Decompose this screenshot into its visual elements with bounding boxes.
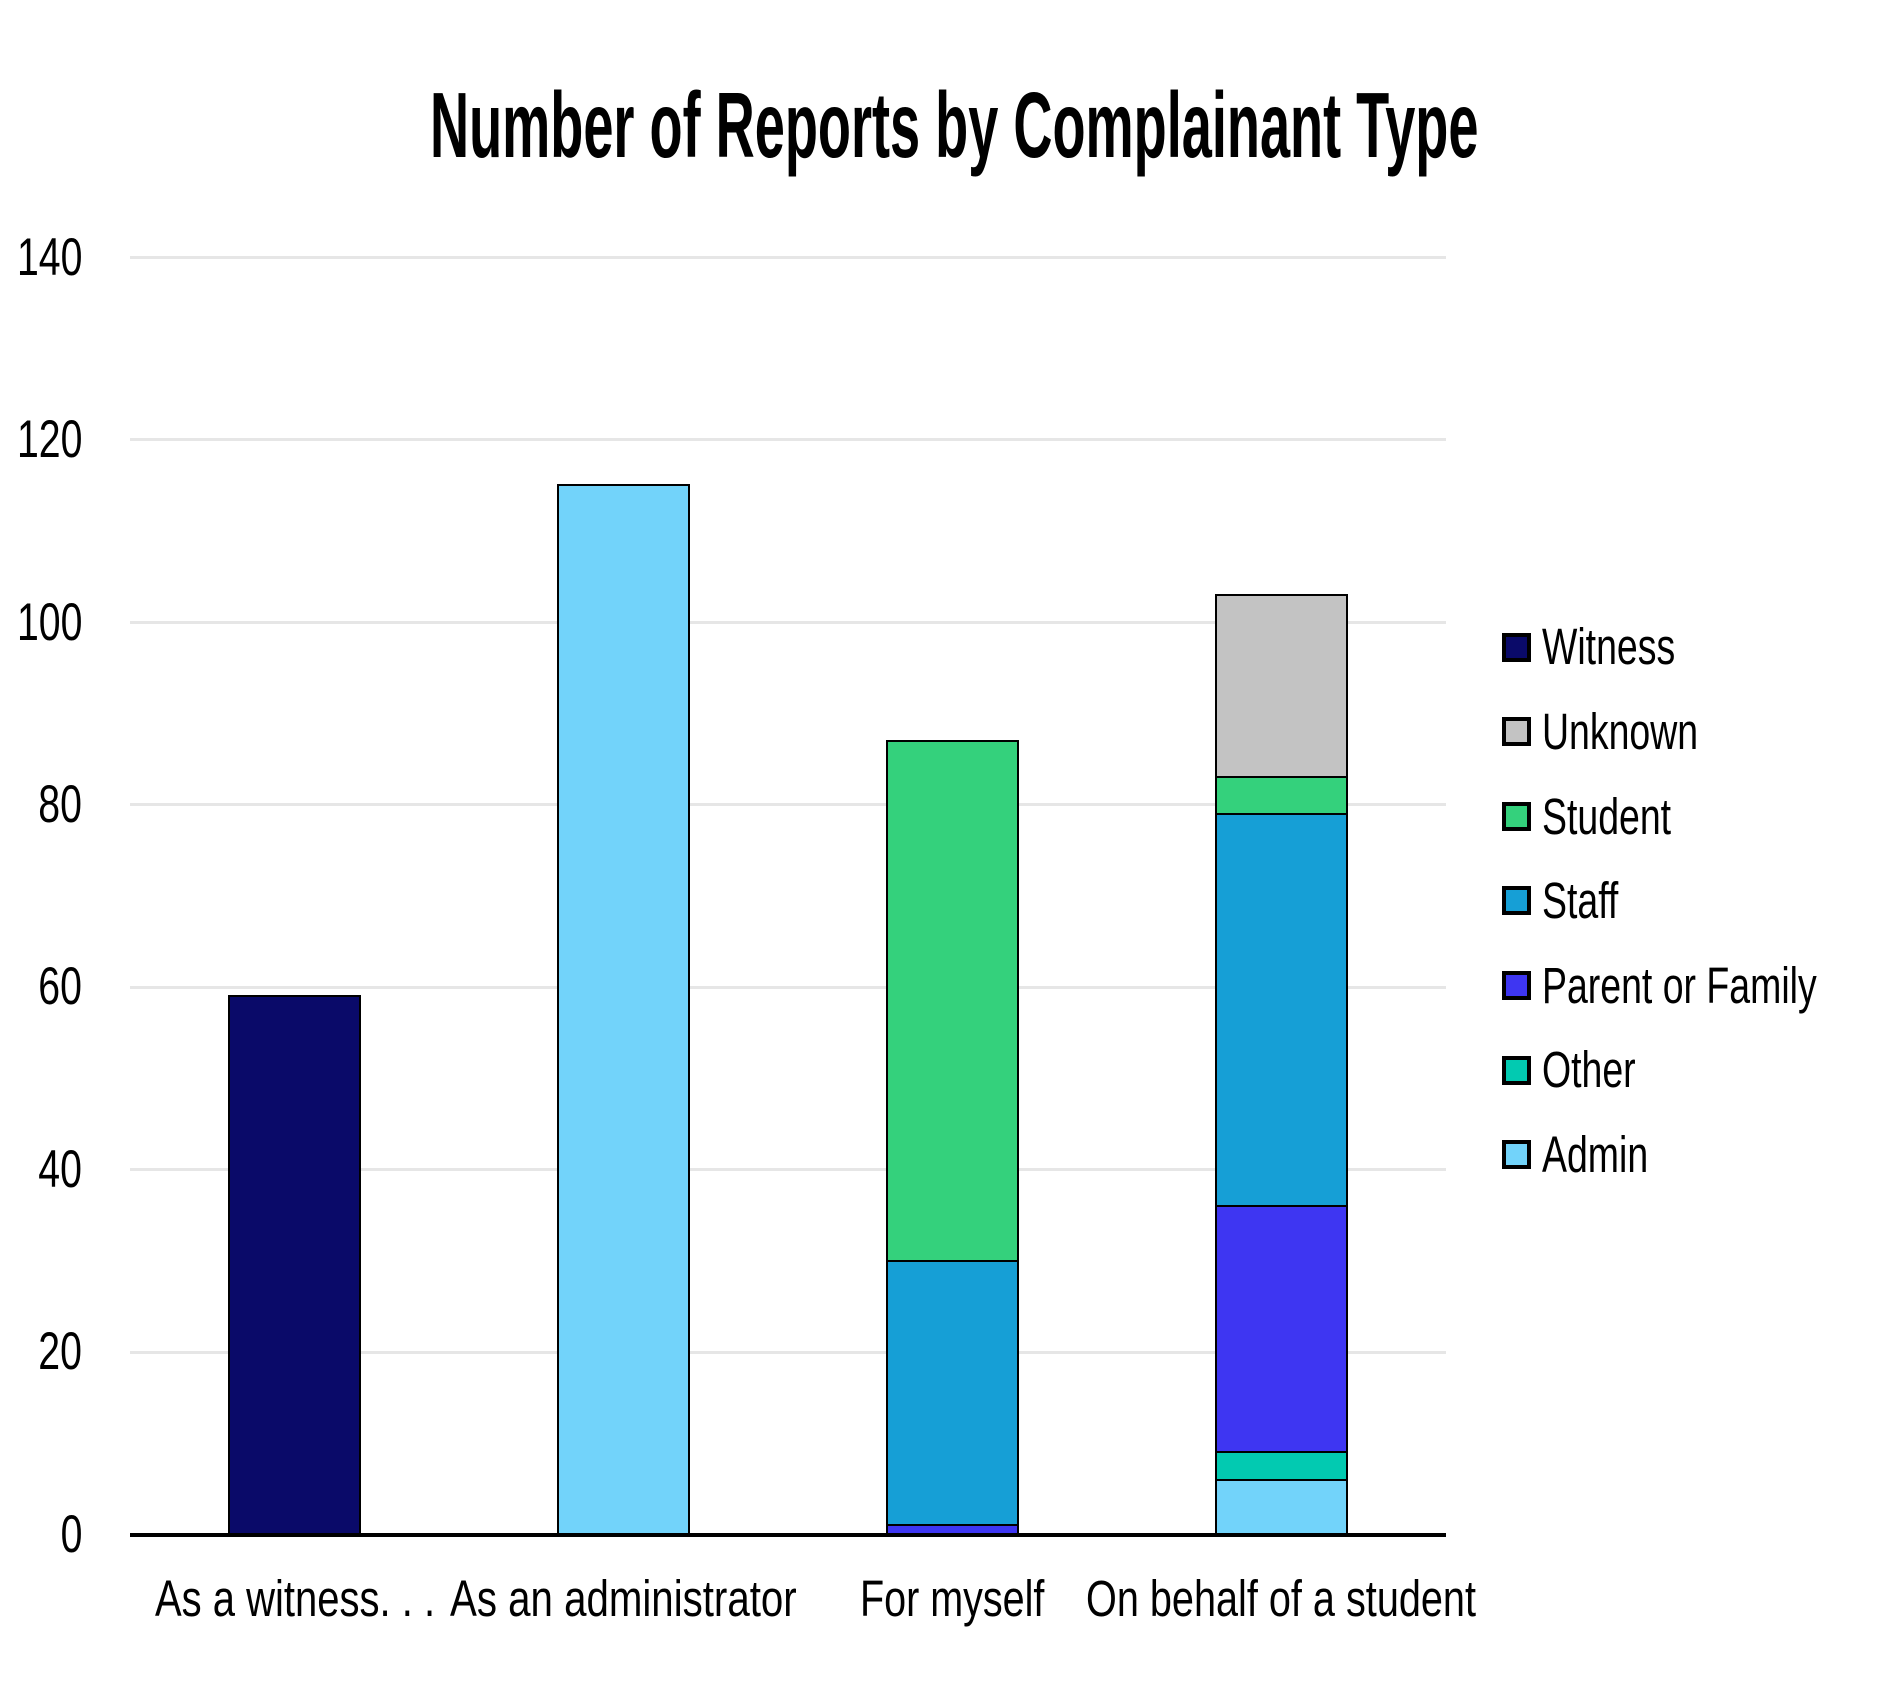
y-tick-label: 60 [37,957,82,1017]
y-tick-label: 120 [16,410,82,470]
legend-label: Witness [1542,618,1676,676]
gridline [130,256,1446,259]
bar-segment-staff[interactable] [1215,812,1348,1205]
gridline [130,620,1446,624]
bar-segment-admin[interactable] [557,484,690,1534]
legend-swatch [1501,1140,1531,1170]
legend-label: Student [1542,787,1672,845]
bar-segment-student[interactable] [1215,776,1348,813]
gridline [130,985,1446,989]
x-category-label: For myself [860,1569,1045,1627]
legend-swatch [1501,886,1531,916]
y-tick-label: 20 [37,1322,82,1382]
legend-swatch [1501,970,1531,1000]
y-tick-label: 100 [16,592,82,652]
x-category-label: As an administrator [450,1569,797,1627]
bar-segment-witness[interactable] [228,995,361,1534]
x-axis-line [130,1532,1446,1537]
bar-segment-staff[interactable] [886,1259,1019,1525]
gridline [130,803,1446,807]
y-tick-label: 0 [60,1504,82,1564]
gridline [130,1168,1446,1172]
legend-label: Other [1542,1041,1636,1099]
gridline [130,1350,1446,1354]
legend-swatch [1501,1055,1531,1085]
legend-swatch [1501,801,1531,831]
x-category-label: On behalf of a student [1086,1569,1477,1627]
legend-swatch [1501,717,1531,747]
gridline [130,438,1446,442]
y-tick-label: 40 [37,1139,82,1199]
legend-label: Parent or Family [1542,956,1817,1014]
bar-segment-parent-or-family[interactable] [886,1524,1019,1534]
chart-title: Number of Reports by Complainant Type [429,72,1479,177]
legend-label: Staff [1542,872,1619,930]
y-tick-label: 140 [16,227,82,287]
bar-segment-admin[interactable] [1215,1478,1348,1534]
y-tick-label: 80 [37,774,82,834]
bar-segment-unknown[interactable] [1215,593,1348,777]
legend-swatch [1501,632,1531,662]
bar-segment-student[interactable] [886,739,1019,1260]
bar-segment-other[interactable] [1215,1451,1348,1479]
legend-label: Unknown [1542,703,1699,761]
bar-segment-parent-or-family[interactable] [1215,1204,1348,1452]
x-category-label: As a witness. . . [154,1569,435,1627]
legend-label: Admin [1542,1126,1649,1184]
